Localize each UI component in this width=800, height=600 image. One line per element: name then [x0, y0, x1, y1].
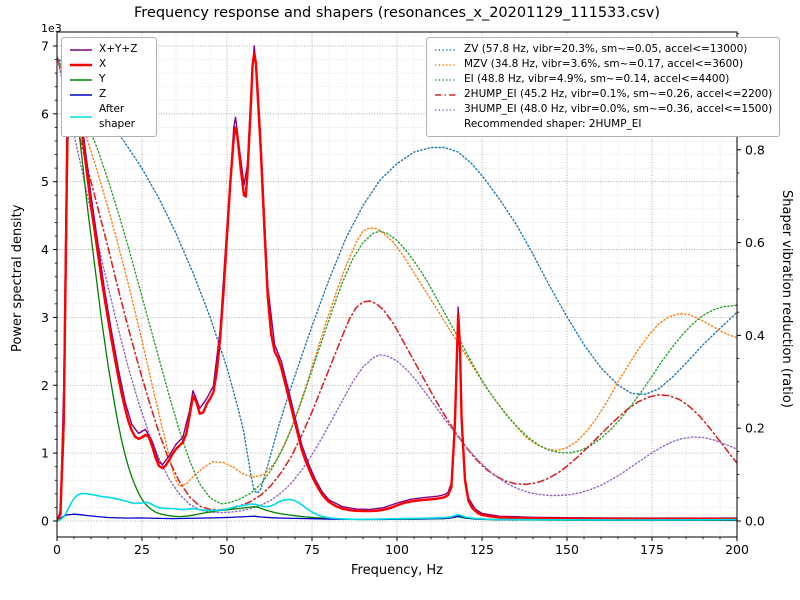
legend-item: Z	[69, 87, 149, 102]
legend-label: Z	[99, 88, 107, 100]
legend-line-sample	[70, 78, 92, 81]
legend-item: EI (48.8 Hz, vibr=4.9%, sm~=0.14, accel<…	[434, 72, 772, 87]
legend-line-sample	[435, 93, 457, 96]
legend-item: 2HUMP_EI (45.2 Hz, vibr=0.1%, sm~=0.26, …	[434, 87, 772, 102]
y-axis-offset-text: 1e3	[41, 22, 62, 35]
x-tick-label: 100	[385, 542, 409, 557]
series-zv	[57, 56, 737, 494]
x-tick-label: 175	[640, 542, 664, 557]
series-2hump_ei	[57, 56, 737, 511]
x-tick-label: 50	[219, 542, 235, 557]
y-left-tick-label: 3	[41, 310, 49, 325]
y-axis-left-label: Power spectral density	[10, 204, 25, 352]
series-y	[57, 75, 737, 522]
y-left-tick-label: 2	[41, 378, 49, 393]
legend-line-sample	[70, 48, 92, 51]
legend-measured: X+Y+Z X Y Z After shaper	[61, 37, 157, 137]
legend-line-sample	[435, 78, 457, 81]
series-after-shaper	[57, 492, 737, 522]
series-ei	[57, 56, 737, 505]
legend-line-sample	[435, 108, 457, 111]
y-right-tick-label: 0.4	[745, 328, 765, 343]
y-axis-right-label: Shaper vibration reduction (ratio)	[779, 190, 794, 408]
legend-label: After shaper	[99, 103, 136, 130]
y-left-tick-label: 0	[41, 513, 49, 528]
legend-label: X+Y+Z	[99, 43, 138, 55]
x-tick-label: 125	[470, 542, 494, 557]
legend-label: EI (48.8 Hz, vibr=4.9%, sm~=0.14, accel<…	[464, 73, 730, 85]
y-left-tick-label: 7	[41, 38, 49, 53]
legend-line-sample	[70, 93, 92, 96]
y-right-tick-label: 0.6	[745, 235, 765, 250]
x-tick-label: 200	[725, 542, 749, 557]
y-right-tick-label: 0.2	[745, 421, 765, 436]
y-right-tick-label: 0.8	[745, 142, 765, 157]
x-tick-label: 0	[53, 542, 61, 557]
legend-label: 2HUMP_EI (45.2 Hz, vibr=0.1%, sm~=0.26, …	[464, 88, 773, 100]
x-tick-label: 75	[304, 542, 320, 557]
y-left-tick-label: 6	[41, 106, 49, 121]
legend-label: Recommended shaper: 2HUMP_EI	[464, 118, 642, 130]
legend-label: ZV (57.8 Hz, vibr=20.3%, sm~=0.05, accel…	[464, 43, 748, 55]
legend-item: X	[69, 57, 149, 72]
legend-label: Y	[99, 73, 106, 85]
legend-shapers: ZV (57.8 Hz, vibr=20.3%, sm~=0.05, accel…	[426, 37, 781, 137]
legend-label: 3HUMP_EI (48.0 Hz, vibr=0.0%, sm~=0.36, …	[464, 103, 773, 115]
legend-label: MZV (34.8 Hz, vibr=3.6%, sm~=0.17, accel…	[464, 58, 744, 70]
legend-item: Recommended shaper: 2HUMP_EI	[434, 117, 772, 132]
y-left-tick-label: 4	[41, 242, 49, 257]
series-group	[57, 41, 737, 523]
series-mzv	[57, 56, 737, 487]
series-x	[57, 51, 737, 523]
x-tick-label: 150	[555, 542, 579, 557]
legend-item: ZV (57.8 Hz, vibr=20.3%, sm~=0.05, accel…	[434, 42, 772, 57]
x-tick-label: 25	[134, 542, 150, 557]
legend-label: X	[99, 58, 107, 70]
x-axis-label: Frequency, Hz	[350, 563, 444, 578]
series-3hump_ei	[57, 56, 737, 514]
legend-line-sample	[435, 48, 457, 51]
y-left-tick-label: 5	[41, 174, 49, 189]
legend-item: Y	[69, 72, 149, 87]
legend-line-sample	[70, 116, 92, 118]
legend-item: X+Y+Z	[69, 42, 149, 57]
y-right-tick-label: 0.0	[745, 513, 765, 528]
legend-line-sample	[70, 63, 92, 66]
legend-item: 3HUMP_EI (48.0 Hz, vibr=0.0%, sm~=0.36, …	[434, 102, 772, 117]
legend-item: After shaper	[69, 102, 149, 132]
legend-item: MZV (34.8 Hz, vibr=3.6%, sm~=0.17, accel…	[434, 57, 772, 72]
legend-blank-sample	[434, 119, 458, 131]
y-left-tick-label: 1	[41, 446, 49, 461]
chart-title: Frequency response and shapers (resonanc…	[134, 5, 660, 21]
legend-line-sample	[435, 63, 457, 66]
